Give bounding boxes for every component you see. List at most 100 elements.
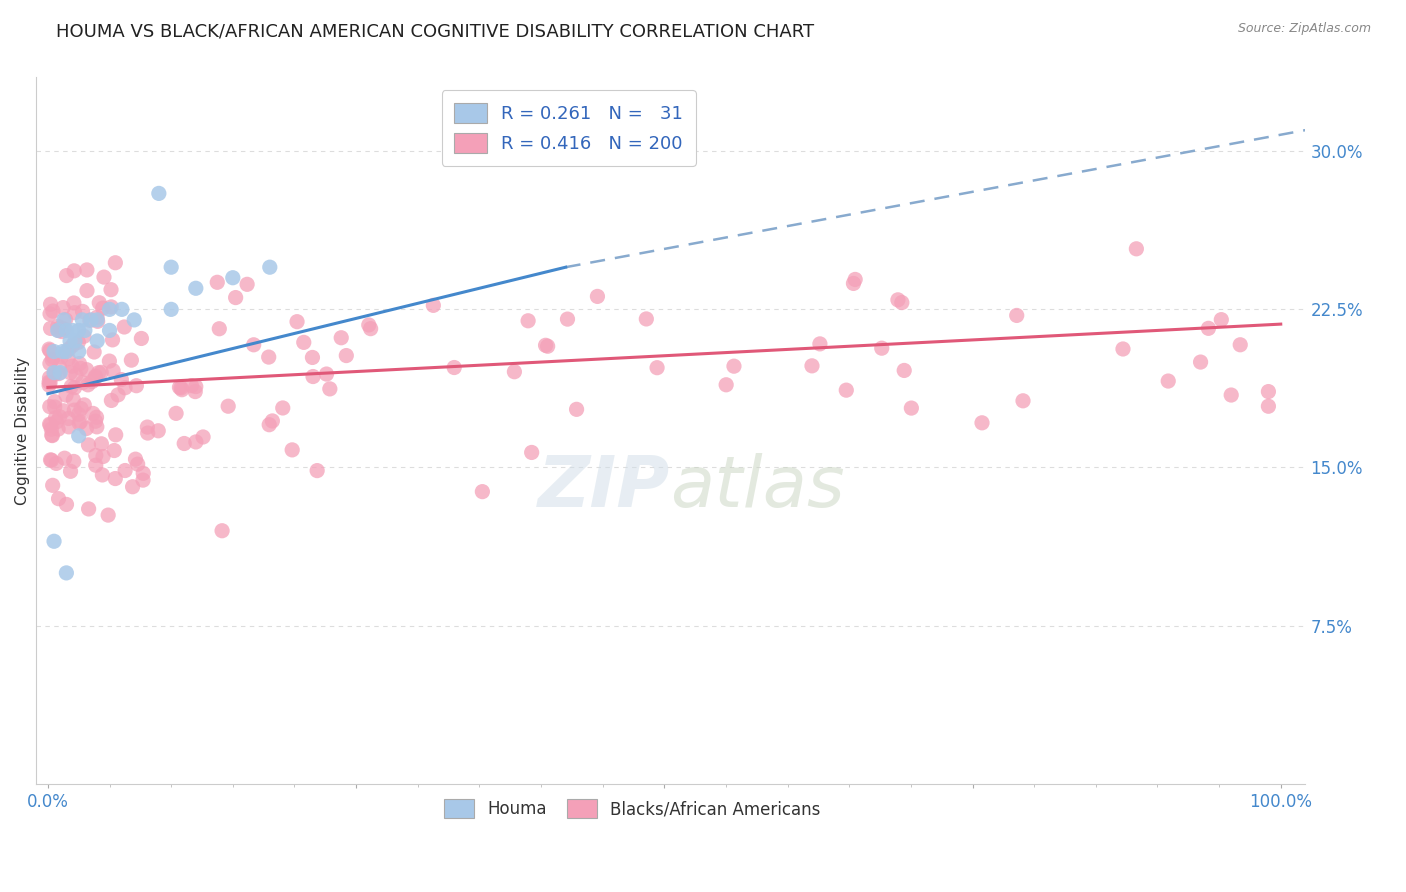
Point [1257,384,1279,399]
Point [48,359,70,374]
Point [84,370,107,384]
Point [67,335,90,350]
Point [723,359,745,374]
Point [103,443,125,458]
Point [77,502,100,516]
Point [520,445,543,459]
Point [86,334,108,348]
Point [301,351,323,365]
Point [1229,338,1251,352]
Point [111,302,134,317]
Point [42,366,65,380]
Point [101,364,124,378]
Point [60,379,83,393]
Point [63,403,86,417]
Point [114,463,136,477]
Point [107,388,129,402]
Point [125,378,148,392]
Point [1189,355,1212,369]
Point [45,415,67,429]
Point [98,302,121,317]
Point [67,323,90,337]
Point [169,380,191,394]
Point [236,277,259,292]
Point [39,297,62,311]
Point [53,322,76,336]
Point [39,453,62,467]
Text: Source: ZipAtlas.com: Source: ZipAtlas.com [1237,22,1371,36]
Point [63,296,86,310]
Point [67,407,90,421]
Point [148,186,170,201]
Point [422,298,444,312]
Legend: Houma, Blacks/African Americans: Houma, Blacks/African Americans [437,792,827,825]
Point [170,383,193,397]
Point [537,339,560,353]
Point [184,379,207,393]
Point [51,350,73,364]
Point [73,323,96,337]
Point [52,313,75,327]
Point [84,458,107,473]
Point [38,371,60,385]
Point [132,467,155,481]
Point [801,359,824,373]
Point [45,457,67,471]
Point [471,484,494,499]
Point [62,323,84,337]
Point [132,473,155,487]
Point [65,368,87,383]
Point [271,401,294,415]
Point [41,478,63,492]
Point [39,376,62,390]
Point [104,471,127,485]
Point [41,428,63,442]
Point [870,341,893,355]
Point [55,388,77,402]
Point [82,375,104,389]
Point [104,427,127,442]
Point [38,342,60,356]
Point [1197,321,1219,335]
Point [534,338,557,352]
Point [62,338,84,352]
Point [84,414,107,428]
Point [285,315,308,329]
Point [302,369,325,384]
Point [104,256,127,270]
Point [58,342,80,356]
Point [1125,242,1147,256]
Point [257,417,280,432]
Point [1211,312,1233,326]
Point [84,369,107,384]
Point [42,350,65,364]
Point [86,313,108,327]
Point [87,366,110,380]
Point [1012,393,1035,408]
Point [1005,309,1028,323]
Point [1257,399,1279,413]
Point [44,400,66,414]
Text: atlas: atlas [671,452,845,522]
Point [170,381,193,395]
Point [91,467,114,482]
Point [636,312,658,326]
Point [44,394,66,409]
Point [184,384,207,399]
Point [48,409,70,424]
Point [55,323,77,337]
Text: ZIP: ZIP [538,452,671,522]
Point [970,416,993,430]
Point [714,377,737,392]
Point [184,434,207,449]
Point [67,344,90,359]
Point [59,334,82,348]
Point [191,430,214,444]
Point [46,319,69,334]
Point [91,301,114,315]
Point [42,344,65,359]
Point [60,359,83,373]
Point [307,464,329,478]
Point [262,414,284,428]
Point [45,410,67,425]
